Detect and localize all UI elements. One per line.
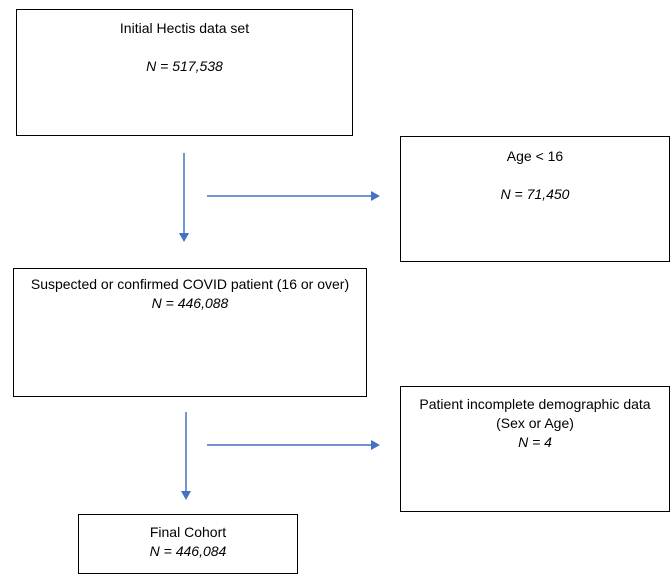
- arrow-down-1-head: [179, 233, 189, 242]
- arrow-right-2-head: [371, 440, 380, 450]
- age-exclusion-count: N = 71,450: [500, 186, 570, 202]
- arrow-down-2-head: [181, 491, 191, 500]
- incomplete-data-box: Patient incomplete demographic data (Sex…: [400, 386, 670, 512]
- suspected-covid-title: Suspected or confirmed COVID patient (16…: [30, 276, 350, 292]
- final-cohort-count: N = 446,084: [149, 543, 227, 559]
- incomplete-data-count: N = 4: [518, 434, 552, 450]
- initial-dataset-box: Initial Hectis data set N = 517,538: [16, 9, 353, 136]
- initial-dataset-title: Initial Hectis data set: [119, 20, 250, 36]
- arrow-right-1-head: [371, 191, 380, 201]
- suspected-covid-count: N = 446,088: [151, 295, 229, 311]
- suspected-covid-box: Suspected or confirmed COVID patient (16…: [13, 268, 367, 397]
- age-exclusion-title: Age < 16: [506, 148, 564, 164]
- final-cohort-title: Final Cohort: [149, 524, 227, 540]
- initial-dataset-count: N = 517,538: [146, 58, 223, 74]
- incomplete-data-title: Patient incomplete demographic data (Sex…: [419, 396, 651, 431]
- final-cohort-box: Final Cohort N = 446,084: [78, 514, 298, 574]
